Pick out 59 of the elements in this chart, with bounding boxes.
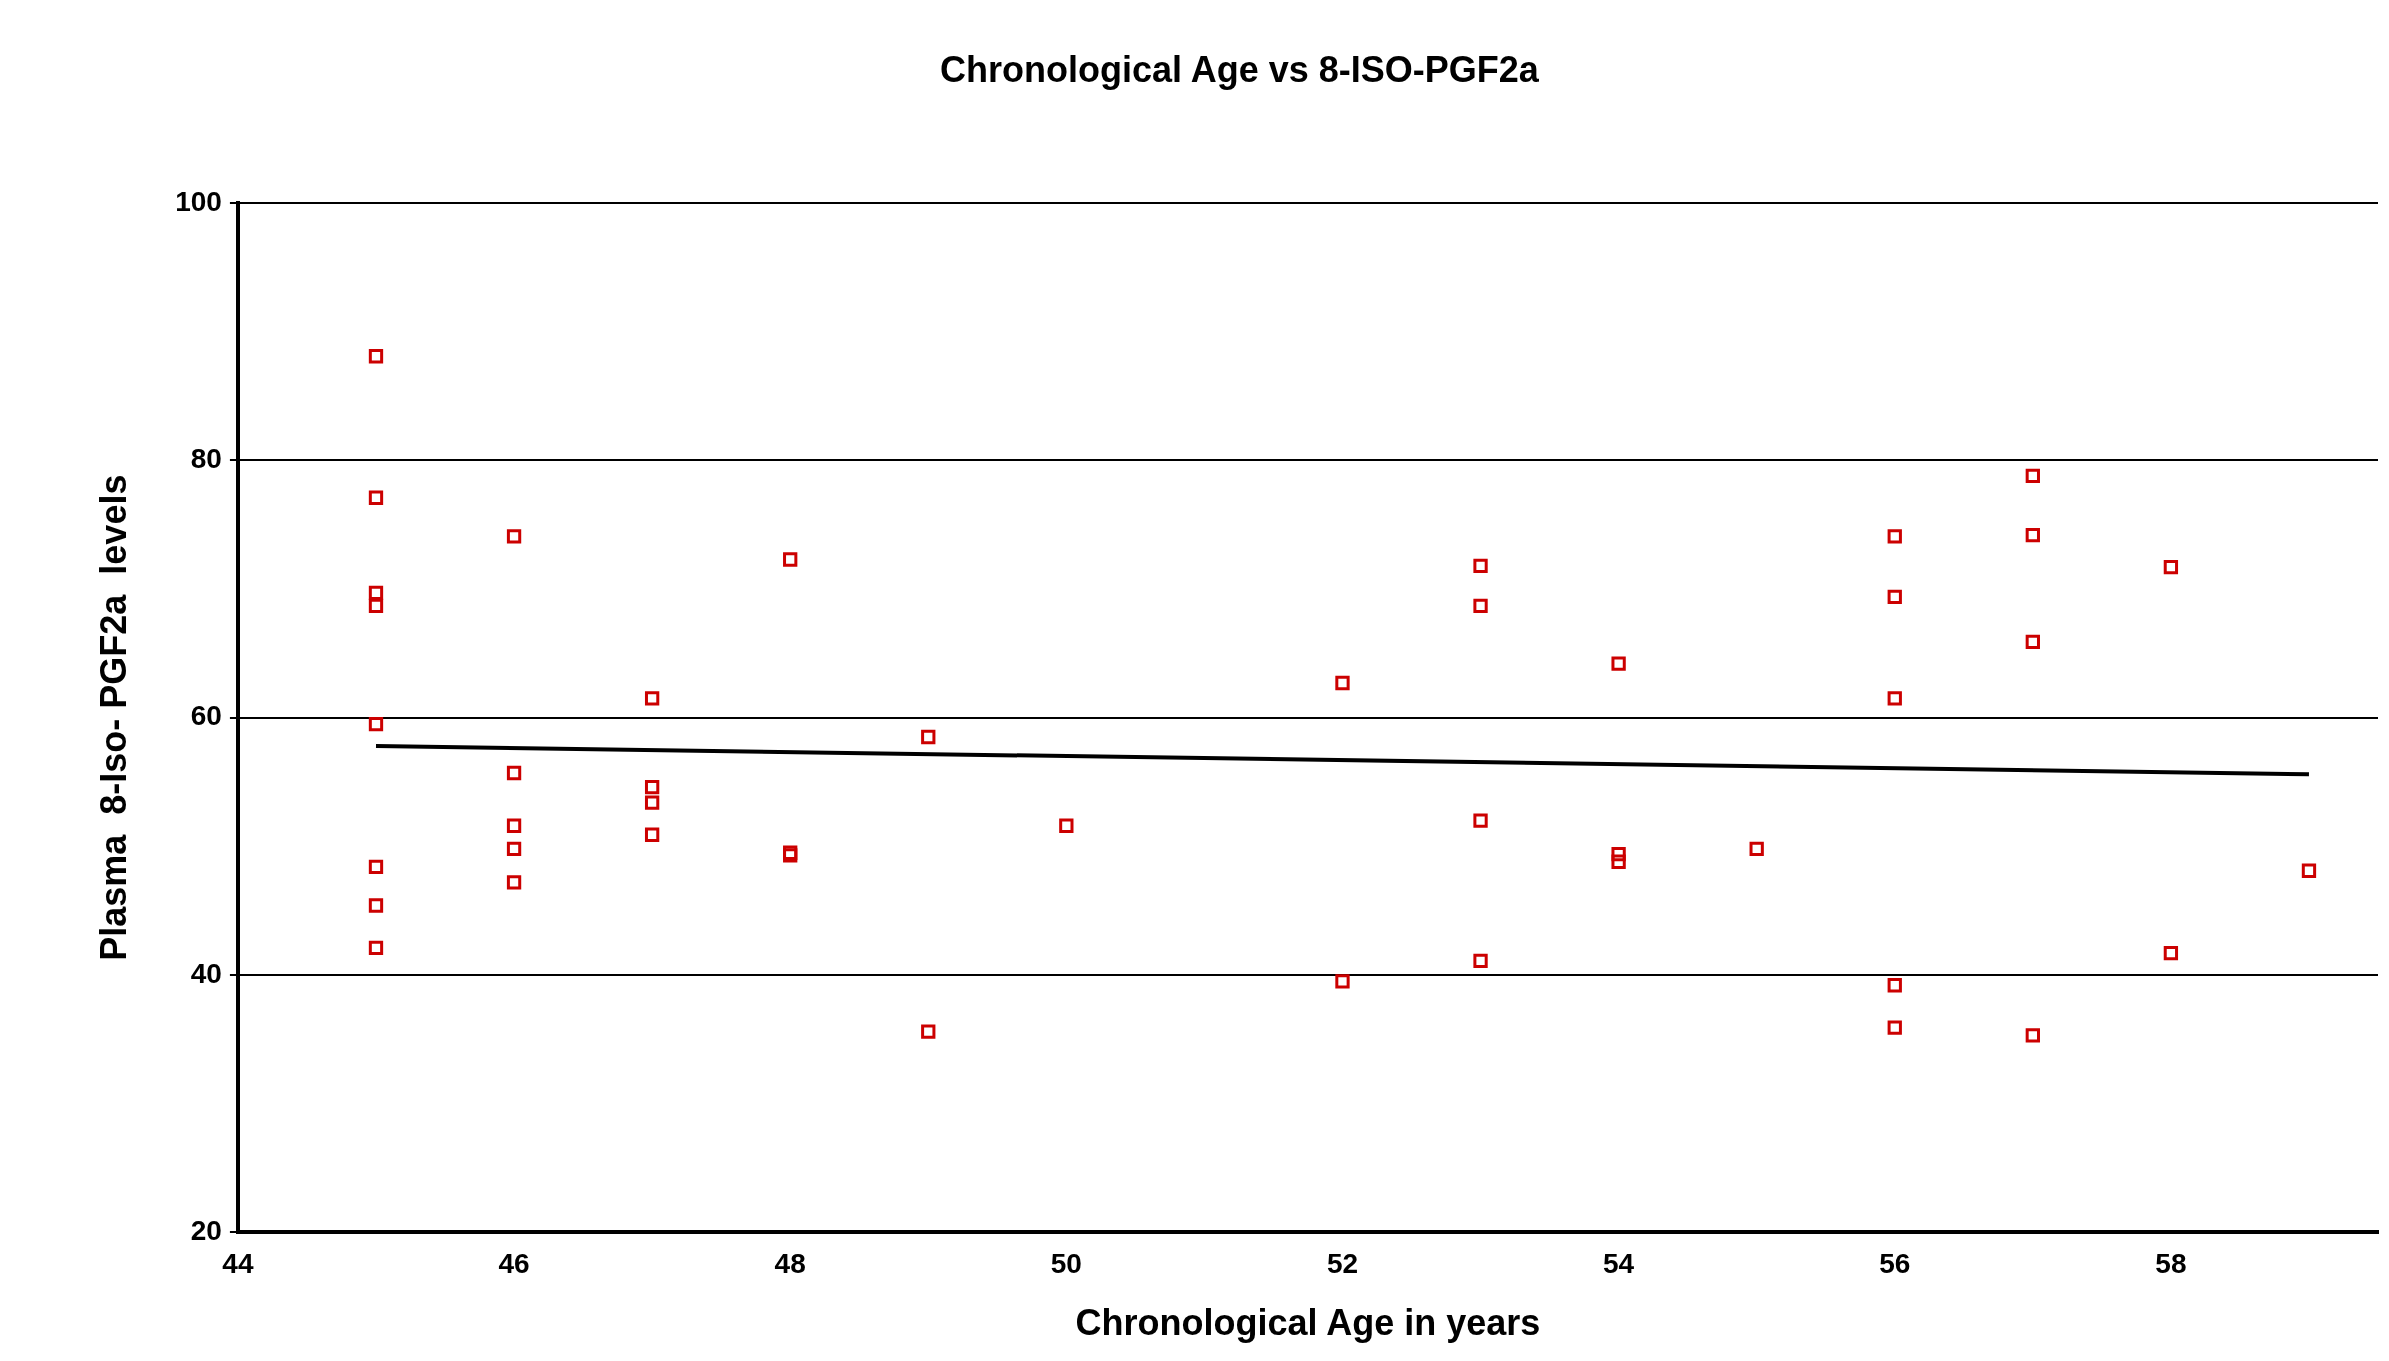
point	[506, 875, 522, 890]
point	[1611, 846, 1626, 862]
point	[783, 552, 798, 567]
point	[1887, 589, 1902, 604]
x-tick-label: 58	[2155, 1247, 2187, 1279]
point	[368, 716, 384, 732]
point	[368, 598, 384, 613]
point	[921, 729, 936, 745]
y-tick-label: 100	[175, 185, 222, 217]
point	[2301, 863, 2317, 878]
point	[1611, 854, 1626, 869]
point	[644, 691, 660, 706]
point	[1335, 974, 1350, 989]
point	[1887, 691, 1902, 706]
point	[368, 490, 384, 505]
point	[1473, 813, 1488, 828]
y-tick-label: 80	[190, 443, 222, 475]
y-tick-label: 40	[190, 957, 222, 989]
y-axis-title: Plasma 8-Iso- PGF2a levels	[92, 474, 134, 961]
point	[1473, 598, 1488, 613]
point	[506, 529, 522, 544]
point	[2025, 1028, 2040, 1043]
x-tick-label: 48	[774, 1247, 806, 1279]
point	[1473, 558, 1488, 574]
point	[368, 349, 384, 364]
point	[644, 827, 660, 842]
point	[368, 898, 384, 913]
point	[2025, 527, 2040, 543]
point	[1335, 675, 1350, 691]
point	[1887, 529, 1902, 544]
point	[1749, 841, 1764, 857]
x-tick-label: 52	[1326, 1247, 1359, 1279]
point	[2025, 634, 2040, 649]
x-tick-label: 44	[222, 1247, 254, 1279]
point	[1887, 1020, 1902, 1035]
y-tick-label: 60	[190, 700, 222, 732]
point	[2163, 945, 2179, 961]
x-tick-label: 54	[1603, 1247, 1635, 1279]
point	[1887, 978, 1902, 993]
point	[506, 765, 522, 781]
point	[506, 818, 522, 833]
chart-title: Chronological Age vs 8-ISO-PGF2a	[940, 48, 1540, 90]
point	[1611, 656, 1626, 671]
x-tick-label: 56	[1879, 1247, 1911, 1279]
point	[368, 940, 384, 956]
point	[2163, 560, 2179, 575]
point	[921, 1024, 936, 1039]
y-tick-label: 20	[190, 1214, 222, 1246]
x-tick-label: 50	[1050, 1247, 1082, 1279]
point	[368, 859, 384, 875]
point	[2025, 468, 2040, 484]
point	[644, 795, 660, 810]
point	[506, 841, 522, 857]
x-tick-label: 46	[498, 1247, 530, 1279]
point	[1059, 818, 1074, 833]
point	[644, 780, 660, 795]
point	[1473, 953, 1488, 968]
x-axis-title: Chronological Age in years	[1075, 1302, 1541, 1344]
point	[368, 585, 384, 601]
